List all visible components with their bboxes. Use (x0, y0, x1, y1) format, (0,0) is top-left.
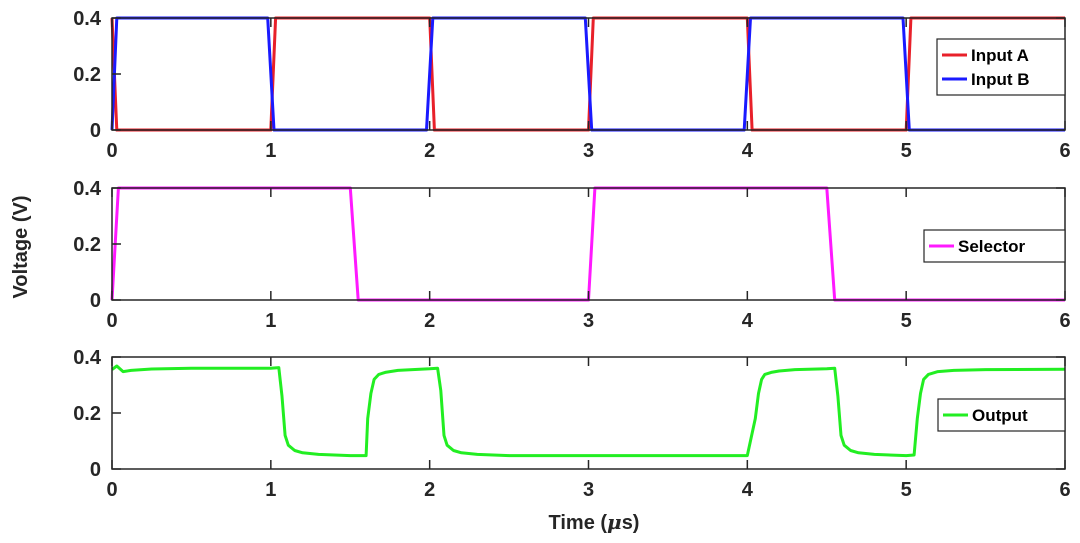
x-tick-label: 6 (1059, 479, 1070, 501)
legend-label: Input B (971, 70, 1030, 89)
x-tick-label: 1 (265, 140, 276, 162)
x-tick-label: 3 (583, 140, 594, 162)
x-tick-label: 3 (583, 310, 594, 332)
y-tick-label: 0 (90, 290, 101, 312)
axes-box (111, 356, 1066, 470)
x-tick-label: 6 (1059, 140, 1070, 162)
x-tick-label: 4 (742, 479, 754, 501)
x-tick-label: 5 (901, 310, 912, 332)
x-axis-label-suffix: s) (622, 512, 640, 534)
x-tick-label: 1 (265, 310, 276, 332)
panel-2: 0 1 2 3 4 5 6 0 0.2 0.4 Selector (73, 178, 1070, 332)
x-tick-label: 0 (106, 140, 117, 162)
x-tick-label: 2 (424, 140, 435, 162)
y-tick-label: 0.2 (73, 403, 101, 425)
x-tick-label: 1 (265, 479, 276, 501)
x-tick-label: 0 (106, 310, 117, 332)
y-tick-label: 0.2 (73, 234, 101, 256)
legend: Output (937, 398, 1066, 432)
x-tick-label: 3 (583, 479, 594, 501)
x-axis-label: Time (μs) (549, 510, 640, 534)
series-line-selector (110, 186, 1065, 302)
legend-label: Output (972, 406, 1028, 425)
y-tick-label: 0.4 (73, 178, 102, 200)
x-tick-label: 5 (901, 140, 912, 162)
x-tick-label: 4 (742, 140, 754, 162)
y-tick-label: 0.4 (73, 347, 102, 369)
x-tick-label: 2 (424, 310, 435, 332)
x-tick-label: 6 (1059, 310, 1070, 332)
x-tick-label: 4 (742, 310, 754, 332)
y-tick-label: 0 (90, 120, 101, 142)
legend-box (936, 38, 1066, 96)
legend: Selector (923, 229, 1066, 263)
legend: Input A Input B (936, 38, 1066, 96)
x-tick-label: 0 (106, 479, 117, 501)
legend-label: Input A (971, 46, 1029, 65)
x-axis-label-mu: μ (607, 510, 622, 534)
y-tick-label: 0.2 (73, 64, 101, 86)
y-tick-label: 0.4 (73, 8, 102, 30)
x-tick-label: 2 (424, 479, 435, 501)
panel-1: 0 1 2 3 4 5 6 0 0.2 0.4 Input A Input B (73, 8, 1070, 162)
y-axis-label: Voltage (V) (10, 196, 32, 299)
legend-label: Selector (958, 237, 1025, 256)
panel-3: 0 1 2 3 4 5 6 0 0.2 0.4 Output (73, 347, 1070, 501)
x-tick-label: 5 (901, 479, 912, 501)
series-line-output (111, 364, 1066, 458)
x-axis-label-prefix: Time ( (549, 512, 608, 534)
y-tick-label: 0 (90, 459, 101, 481)
